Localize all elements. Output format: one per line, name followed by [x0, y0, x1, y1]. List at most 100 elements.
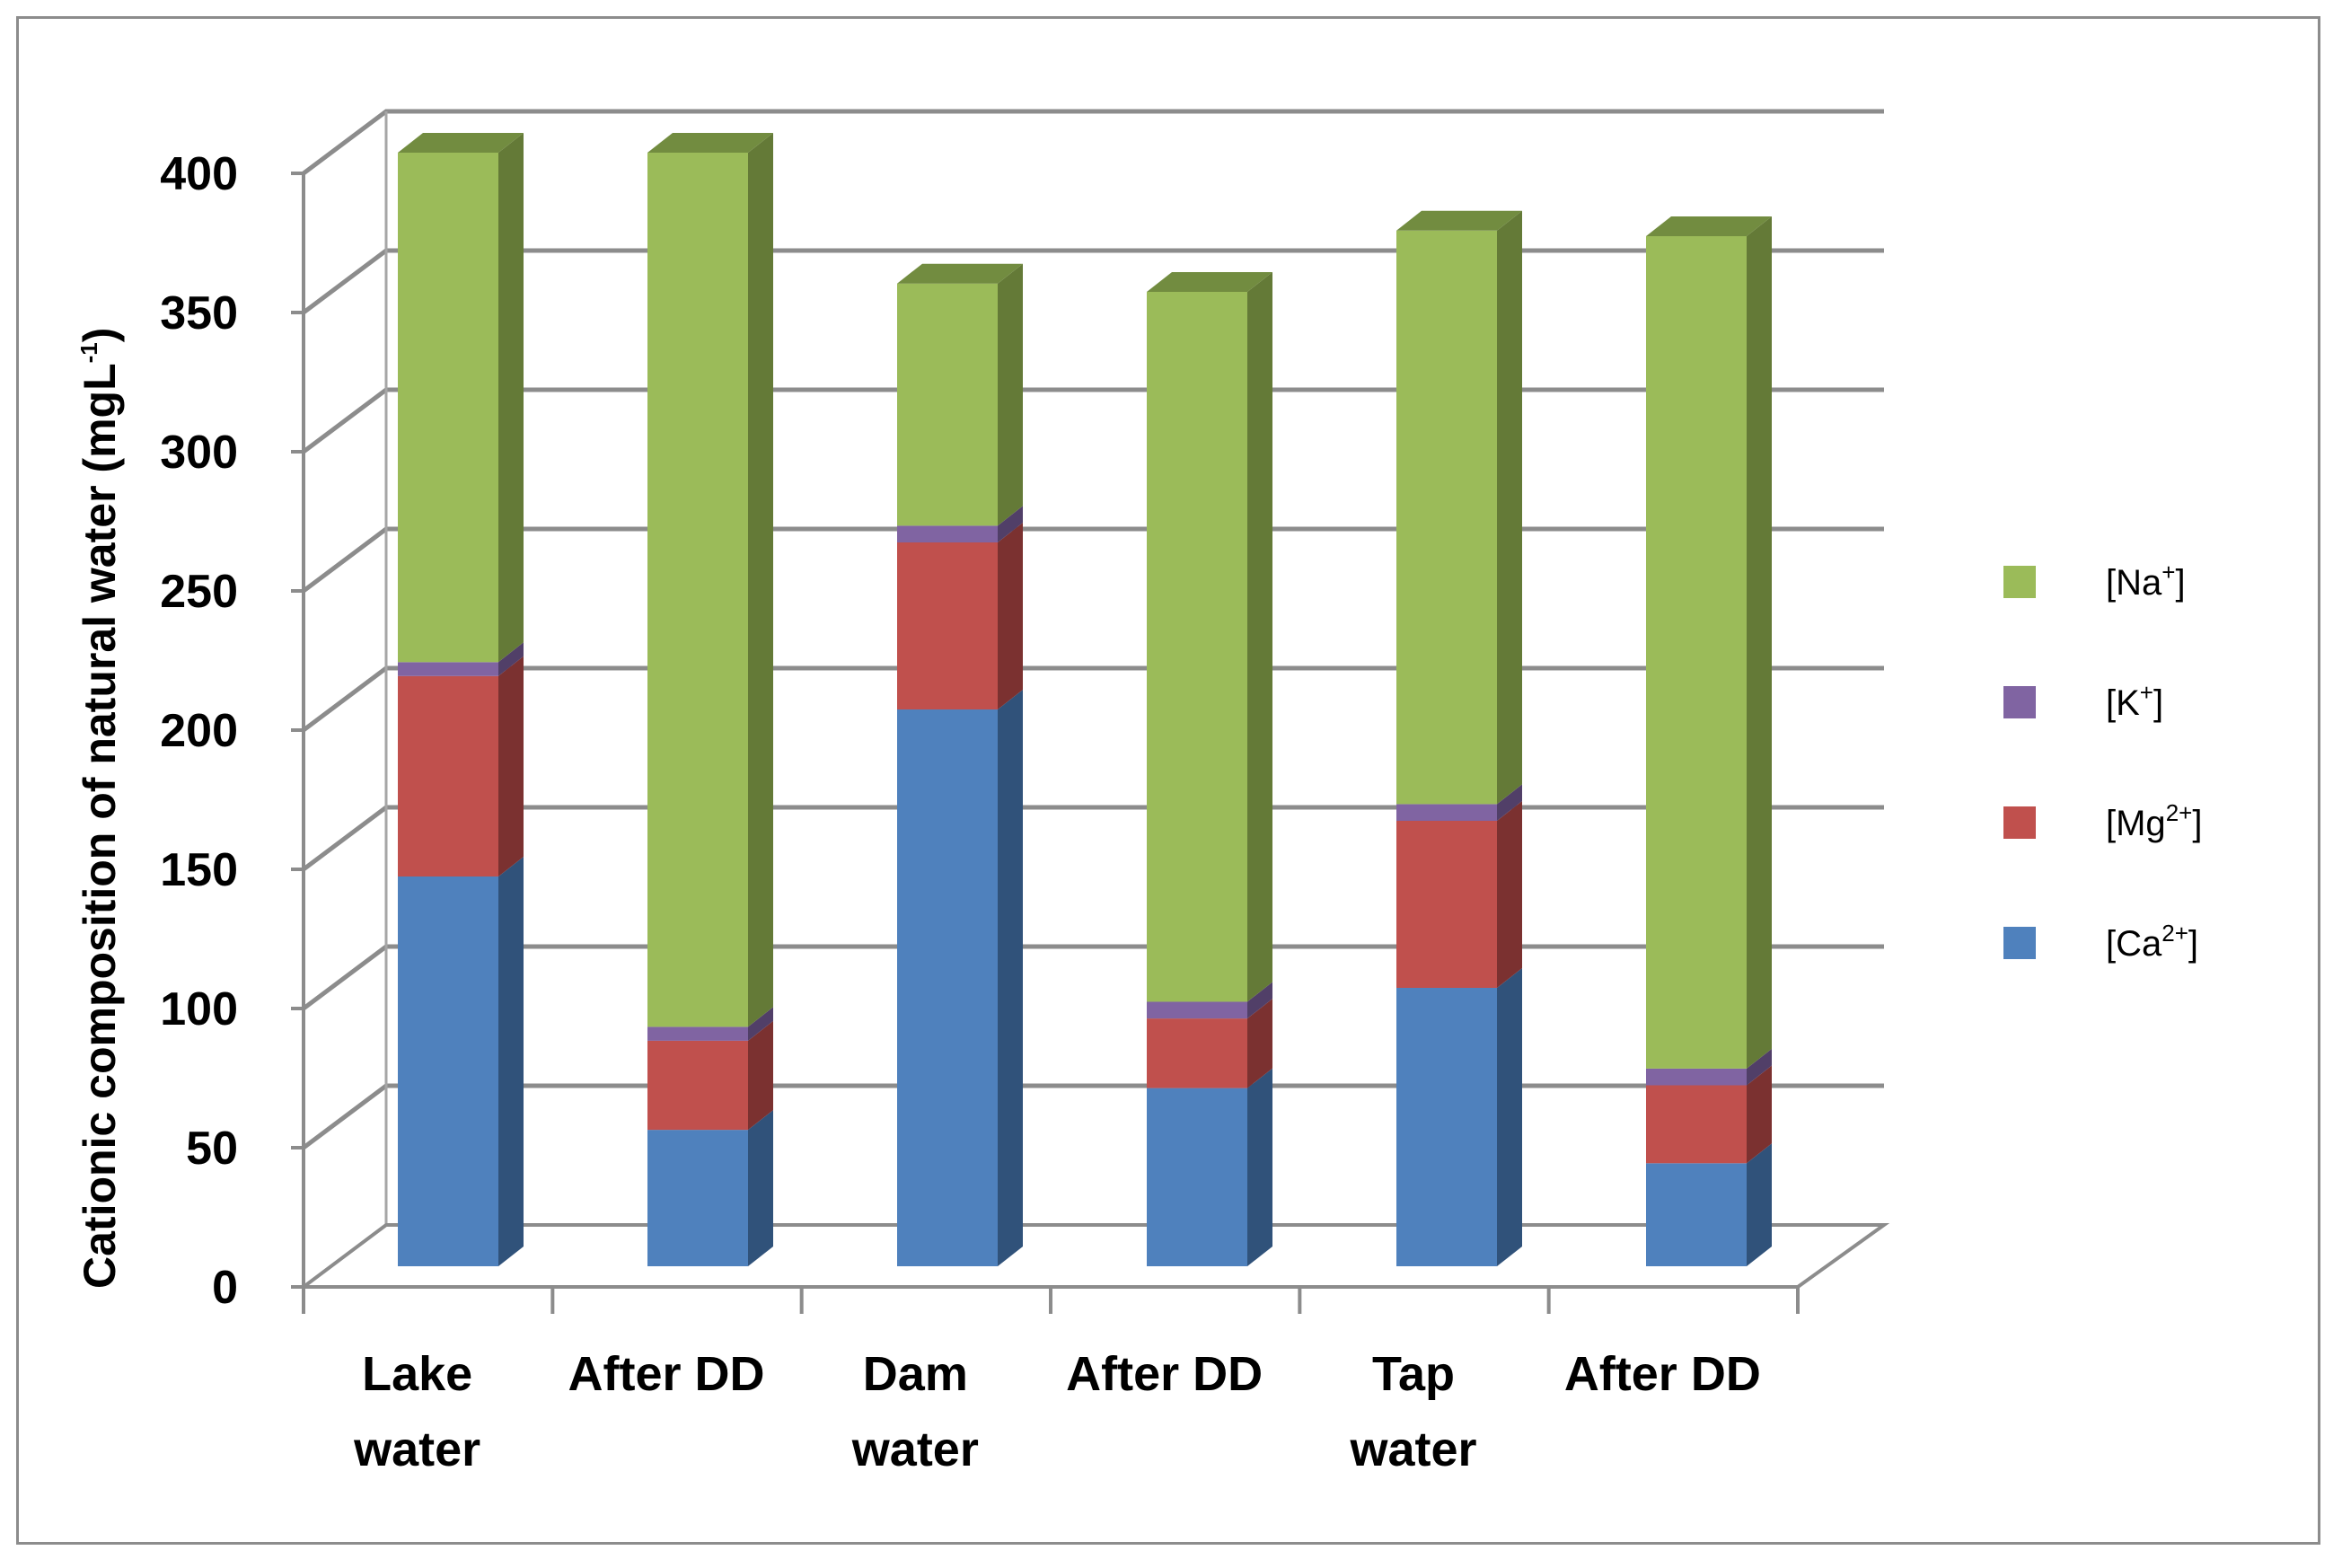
y-axis-label-text: Cationic composition of natural water (m…: [75, 363, 125, 1289]
bar-top: [1646, 216, 1772, 236]
bar-segment: [1396, 821, 1497, 988]
bar-side: [1497, 210, 1522, 805]
bar-side: [1747, 1065, 1772, 1164]
y-axis-label-sup: -1: [75, 342, 102, 363]
bar-segment: [647, 1040, 748, 1131]
bar-side: [1747, 1048, 1772, 1086]
y-tick-label: 250: [160, 566, 238, 618]
legend-label-sup: +: [2140, 679, 2153, 706]
bar-segment: [1646, 1163, 1747, 1266]
bar-segment: [897, 542, 998, 709]
bar-top: [1396, 210, 1522, 231]
y-axis-label: Cationic composition of natural water (m…: [75, 328, 125, 1289]
bar-stack: [1396, 210, 1522, 1266]
legend-label-end: ]: [2188, 924, 2198, 964]
bar-top: [647, 133, 773, 153]
y-tick-label: 300: [160, 427, 238, 479]
bar-segment: [1147, 292, 1247, 1002]
bar-segment: [1646, 1068, 1747, 1086]
x-tick-label: Lake: [362, 1347, 472, 1401]
legend-swatch: [2003, 686, 2036, 718]
bar-segment: [897, 525, 998, 542]
bar-side: [748, 1020, 773, 1131]
legend-swatch: [2003, 927, 2036, 959]
legend-label-end: ]: [2153, 683, 2163, 723]
bar-segment: [1396, 988, 1497, 1266]
bar-side: [1747, 216, 1772, 1069]
legend-swatch: [2003, 806, 2036, 839]
bar-side: [1247, 272, 1272, 1002]
bar-stack: [897, 263, 1023, 1266]
axes: [291, 111, 1890, 1314]
bar-side: [1497, 801, 1522, 988]
bar-segment: [1147, 1018, 1247, 1088]
bar-side: [998, 690, 1023, 1266]
bar-stack: [398, 133, 524, 1266]
y-tick-labels: 0 50 100 150 200 250 300 350 400: [160, 148, 238, 1314]
bar-side: [498, 133, 524, 663]
bar-top: [1147, 272, 1272, 292]
x-tick-label: After DD: [1066, 1347, 1263, 1401]
x-tick-label: water: [851, 1423, 979, 1476]
bar-stack: [1646, 216, 1772, 1266]
legend-label-sup: 2+: [2162, 920, 2188, 947]
bar-segment: [647, 1130, 748, 1266]
bars: [398, 133, 1772, 1266]
legend-label-base: [K: [2106, 683, 2140, 723]
bar-segment: [1147, 1001, 1247, 1019]
legend-label-base: [Mg: [2106, 804, 2166, 843]
bar-side: [1497, 784, 1522, 821]
bar-segment: [897, 709, 998, 1266]
y-tick-label: 200: [160, 705, 238, 757]
bar-side: [748, 133, 773, 1027]
legend-label-sup: 2+: [2166, 799, 2193, 826]
y-tick-label: 0: [212, 1262, 238, 1314]
bar-side: [1247, 1068, 1272, 1266]
legend-label-sup: +: [2162, 559, 2175, 586]
bar-side: [998, 523, 1023, 709]
bar-side: [1747, 1143, 1772, 1266]
bar-top: [897, 263, 1023, 284]
legend-label-base: [Na: [2106, 563, 2162, 603]
x-tick-label: water: [353, 1423, 480, 1476]
legend-label-end: ]: [2175, 563, 2185, 603]
legend: [Na+][K+][Mg2+][Ca2+]: [2003, 559, 2202, 964]
bar-segment: [1396, 804, 1497, 821]
legend-label-base: [Ca: [2106, 924, 2162, 964]
bar-segment: [897, 283, 998, 526]
bar-top: [398, 133, 524, 153]
legend-label-end: ]: [2192, 804, 2202, 843]
bar-side: [1497, 968, 1522, 1266]
bar-stack: [647, 133, 773, 1266]
y-tick-label: 100: [160, 983, 238, 1035]
y-axis-label-end: ): [75, 328, 125, 343]
bar-segment: [1646, 1085, 1747, 1164]
bar-side: [498, 857, 524, 1266]
bar-side: [998, 506, 1023, 542]
bar-segment: [398, 153, 498, 663]
x-tick-label: water: [1349, 1423, 1476, 1476]
bar-side: [998, 263, 1023, 526]
bar-segment: [1646, 236, 1747, 1069]
bar-side: [748, 1007, 773, 1041]
bar-side: [498, 642, 524, 676]
bar-segment: [647, 153, 748, 1027]
bar-segment: [1147, 1088, 1247, 1266]
bar-segment: [398, 662, 498, 676]
y-tick-label: 50: [186, 1123, 238, 1175]
bar-side: [498, 656, 524, 876]
x-tick-label: After DD: [568, 1347, 764, 1401]
legend-label: [Na+]: [2106, 559, 2186, 603]
bar-segment: [398, 876, 498, 1266]
y-tick-label: 150: [160, 844, 238, 896]
x-tick-label: Dam: [863, 1347, 968, 1401]
legend-swatch: [2003, 566, 2036, 598]
gridline: [302, 109, 1884, 175]
legend-label: [Mg2+]: [2106, 799, 2202, 843]
bar-stack: [1147, 272, 1272, 1266]
bar-segment: [1396, 230, 1497, 805]
x-tick-label: After DD: [1564, 1347, 1761, 1401]
bar-side: [1247, 982, 1272, 1019]
legend-label: [Ca2+]: [2106, 920, 2198, 964]
